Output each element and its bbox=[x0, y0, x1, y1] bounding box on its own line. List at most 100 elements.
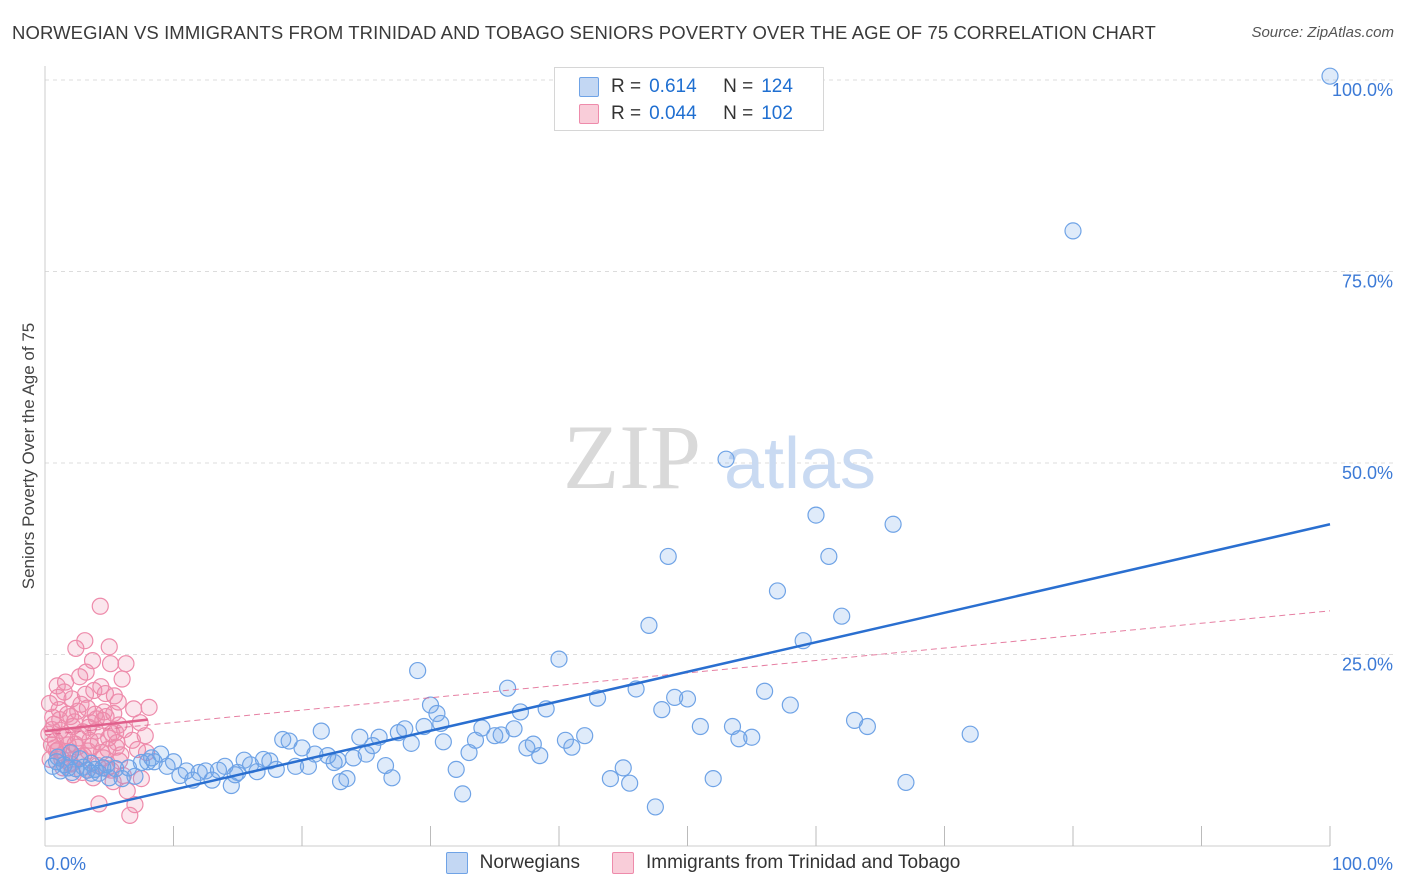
legend-label-immigrants: Immigrants from Trinidad and Tobago bbox=[645, 852, 961, 873]
norwegian-point bbox=[1321, 67, 1339, 85]
norwegian-point bbox=[563, 738, 581, 756]
norwegians-points bbox=[44, 67, 1339, 816]
n-value: 124 bbox=[761, 76, 793, 97]
norwegian-point bbox=[1064, 222, 1082, 240]
immigrant-point bbox=[48, 677, 66, 695]
norwegian-point bbox=[704, 769, 722, 788]
grid-lines bbox=[45, 79, 1393, 655]
norwegian-point bbox=[807, 506, 825, 524]
norwegian-point bbox=[820, 547, 838, 566]
norwegian-point bbox=[505, 720, 523, 738]
norwegian-point bbox=[743, 728, 761, 746]
norwegian-point bbox=[576, 727, 594, 745]
immigrant-point bbox=[40, 694, 59, 713]
immigrant-point bbox=[110, 716, 128, 734]
tick-labels: 25.0% 50.0% 75.0% 100.0% 0.0% 100.0% bbox=[45, 80, 1393, 874]
r-value: 0.044 bbox=[649, 103, 697, 124]
norwegian-point bbox=[666, 688, 684, 706]
norwegian-point bbox=[107, 760, 125, 778]
watermark-atlas: atlas bbox=[724, 424, 876, 504]
norwegian-point bbox=[329, 751, 347, 769]
norwegian-point bbox=[447, 760, 465, 779]
immigrant-point bbox=[117, 655, 135, 673]
norwegian-point bbox=[531, 747, 549, 765]
y-tick-label: 75.0% bbox=[1342, 272, 1393, 292]
norwegian-point bbox=[730, 730, 748, 748]
y-tick-label: 50.0% bbox=[1342, 463, 1393, 483]
immigrant-point bbox=[113, 670, 131, 688]
r-label: R = bbox=[611, 103, 642, 124]
norwegian-point bbox=[717, 450, 735, 468]
norwegian-point bbox=[961, 725, 979, 743]
source-label[interactable]: Source: ZipAtlas.com bbox=[1251, 24, 1394, 41]
norwegian-point bbox=[254, 750, 273, 769]
immigrant-point bbox=[107, 738, 125, 756]
norwegian-point bbox=[100, 769, 118, 787]
norwegian-point bbox=[434, 733, 452, 751]
immigrants-points bbox=[40, 597, 158, 824]
norwegians-trend-line bbox=[44, 523, 1331, 821]
norwegian-point bbox=[601, 769, 620, 788]
immigrant-point bbox=[77, 663, 95, 681]
norwegian-point bbox=[659, 547, 677, 566]
immigrant-point bbox=[92, 678, 110, 696]
immigrant-point bbox=[89, 733, 107, 751]
stats-legend: R = 0.614 N = 124 R = 0.044 N = 102 bbox=[554, 67, 824, 131]
y-axis-label: Seniors Poverty Over the Age of 75 bbox=[19, 323, 38, 589]
norwegian-point bbox=[98, 756, 116, 774]
norwegian-point bbox=[454, 785, 472, 803]
legend-row-immigrants: R = 0.044 N = 102 bbox=[579, 102, 793, 126]
trend-lines bbox=[44, 523, 1331, 821]
norwegian-point bbox=[640, 616, 658, 634]
norwegian-point bbox=[132, 753, 150, 772]
immigrant-point bbox=[56, 673, 75, 691]
norwegian-point bbox=[190, 763, 208, 782]
immigrant-point bbox=[140, 698, 158, 716]
chart-title: NORWEGIAN VS IMMIGRANTS FROM TRINIDAD AN… bbox=[12, 22, 1156, 43]
norwegian-point bbox=[126, 767, 144, 785]
norwegian-point bbox=[768, 582, 787, 600]
norwegian-point bbox=[781, 696, 799, 714]
norwegian-point bbox=[197, 762, 215, 780]
n-label: N = bbox=[723, 103, 754, 124]
legend-swatch-blue bbox=[445, 852, 468, 874]
norwegian-point bbox=[556, 731, 575, 749]
series-legend: Norwegians Immigrants from Trinidad and … bbox=[0, 852, 1406, 874]
norwegian-point bbox=[833, 607, 851, 625]
legend-label-norwegians: Norwegians bbox=[479, 852, 580, 873]
legend-item-norwegians[interactable]: Norwegians bbox=[445, 852, 580, 874]
immigrant-point bbox=[128, 740, 147, 759]
immigrant-point bbox=[121, 806, 139, 824]
norwegian-point bbox=[274, 730, 292, 749]
immigrant-point bbox=[67, 639, 85, 657]
norwegian-point bbox=[621, 774, 639, 792]
norwegian-point bbox=[884, 515, 902, 533]
immigrant-point bbox=[136, 727, 154, 745]
norwegian-point bbox=[402, 734, 420, 752]
legend-swatch-pink bbox=[579, 104, 599, 124]
norwegian-point bbox=[678, 690, 697, 708]
legend-row-norwegians: R = 0.614 N = 124 bbox=[579, 75, 793, 99]
legend-swatch-pink bbox=[611, 852, 634, 874]
norwegian-point bbox=[897, 773, 915, 792]
norwegian-point bbox=[383, 769, 401, 787]
norwegian-point bbox=[338, 769, 356, 788]
norwegian-point bbox=[177, 762, 195, 780]
norwegian-point bbox=[409, 661, 427, 680]
y-tick-label: 100.0% bbox=[1332, 80, 1393, 100]
norwegian-point bbox=[646, 798, 664, 816]
y-tick-label: 25.0% bbox=[1342, 655, 1393, 675]
x-tick-label-max: 100.0% bbox=[1332, 854, 1393, 874]
immigrant-point bbox=[131, 714, 149, 732]
norwegian-point bbox=[62, 743, 80, 762]
norwegian-point bbox=[858, 717, 877, 736]
norwegian-point bbox=[550, 650, 568, 668]
legend-swatch-blue bbox=[579, 77, 599, 97]
immigrant-point bbox=[100, 638, 118, 656]
norwegian-point bbox=[691, 717, 709, 736]
immigrant-point bbox=[69, 702, 87, 720]
legend-item-immigrants[interactable]: Immigrants from Trinidad and Tobago bbox=[611, 852, 961, 874]
immigrant-point bbox=[90, 795, 108, 813]
immigrant-point bbox=[76, 685, 95, 703]
